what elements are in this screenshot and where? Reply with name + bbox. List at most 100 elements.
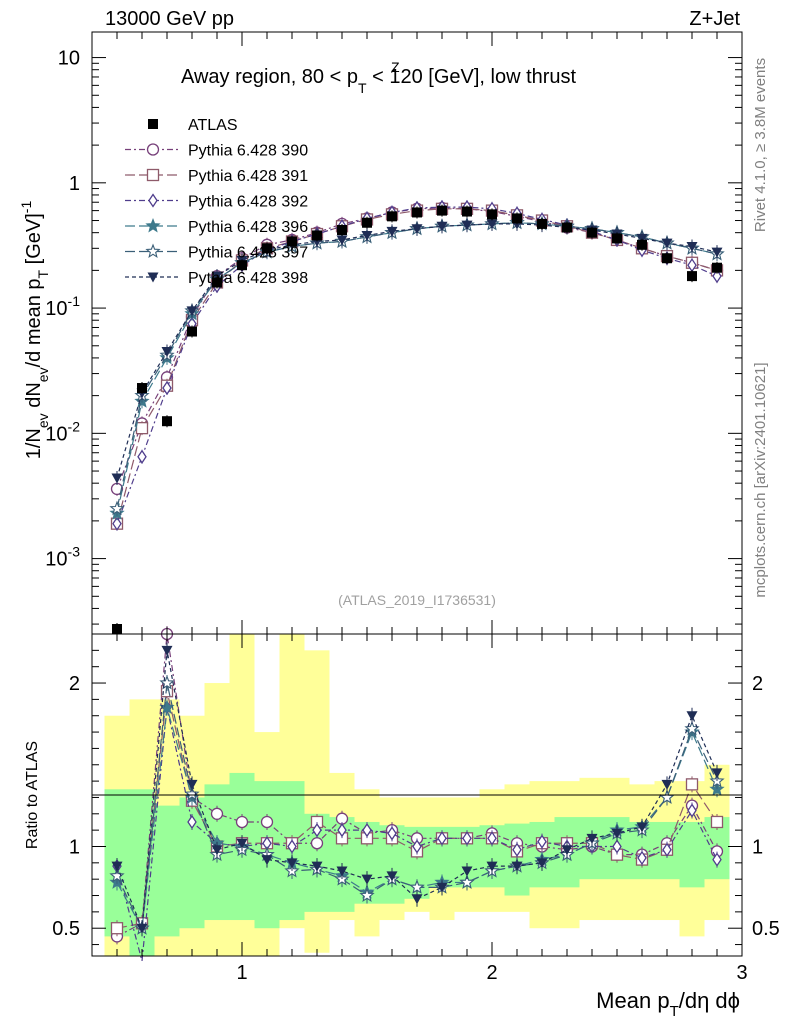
ratio-point bbox=[186, 779, 198, 790]
data-point bbox=[135, 421, 149, 435]
xlabel: Mean pT/dη dϕ bbox=[596, 988, 740, 1020]
atlas-point bbox=[187, 326, 197, 337]
ratio-point bbox=[310, 837, 324, 850]
atlas-point bbox=[337, 225, 347, 236]
ratio-point bbox=[159, 674, 175, 690]
series-line bbox=[116, 222, 718, 514]
atlas-point bbox=[662, 253, 672, 264]
data-point bbox=[336, 235, 348, 246]
data-point bbox=[486, 219, 498, 230]
legend-label: Pythia 6.428 390 bbox=[188, 143, 308, 160]
ratio-point bbox=[461, 866, 473, 877]
atlas-point bbox=[412, 207, 422, 218]
ratio-point bbox=[337, 822, 347, 838]
data-point bbox=[161, 347, 173, 358]
legend: ATLAS Pythia 6.428 390 Pythia 6.428 391 Pyt… bbox=[125, 117, 308, 287]
ratio-point bbox=[411, 894, 423, 905]
atlas-point bbox=[387, 211, 397, 222]
ratio-point bbox=[161, 645, 173, 656]
analysis-watermark: (ATLAS_2019_I1736531) bbox=[338, 592, 496, 608]
plot-title: Away region, 80 < pT < 120 [GeV], low th… bbox=[181, 66, 577, 96]
ratio-point bbox=[109, 867, 125, 883]
data-point bbox=[436, 221, 448, 232]
band-inner bbox=[154, 805, 180, 937]
atlas-point bbox=[712, 262, 722, 273]
header-right: Z+Jet bbox=[689, 8, 740, 30]
mcplots-label: mcplots.cern.ch [arXiv:2401.10621] bbox=[752, 362, 769, 597]
ratio-point bbox=[210, 807, 224, 820]
atlas-point bbox=[212, 277, 222, 288]
atlas-point bbox=[687, 271, 697, 282]
x-tick-label: 3 bbox=[736, 962, 747, 984]
y-tick-label: 10-3 bbox=[45, 544, 80, 571]
ratio-point bbox=[111, 861, 123, 872]
ratio-point bbox=[459, 874, 475, 889]
ratio-point bbox=[211, 845, 223, 856]
ratio-point bbox=[685, 778, 699, 791]
legend-marker bbox=[148, 193, 158, 208]
ratio-point bbox=[362, 822, 372, 838]
ratio-point bbox=[361, 874, 373, 885]
ratio-point bbox=[637, 850, 647, 866]
legend-label: Pythia 6.428 397 bbox=[188, 245, 308, 262]
ratio-point bbox=[387, 826, 397, 841]
ratio-point bbox=[536, 858, 548, 869]
ratio-tick-label-right: 0.5 bbox=[752, 918, 780, 940]
atlas-point bbox=[312, 230, 322, 241]
atlas-point bbox=[237, 260, 247, 271]
ratio-point bbox=[687, 803, 697, 818]
atlas-point bbox=[612, 233, 622, 244]
ratio-point bbox=[462, 831, 472, 846]
data-point bbox=[386, 226, 398, 237]
ratio-point bbox=[311, 861, 323, 872]
ratio-point bbox=[110, 922, 124, 935]
data-point bbox=[186, 306, 198, 317]
legend-marker bbox=[145, 243, 161, 259]
ratio-point bbox=[437, 831, 447, 846]
ratio-tick-label-right: 2 bbox=[752, 673, 763, 695]
ratio-point bbox=[711, 768, 723, 779]
data-point bbox=[137, 449, 147, 464]
series-line bbox=[116, 222, 718, 509]
ratio-tick-label-left: 1 bbox=[69, 836, 80, 858]
ratio-point bbox=[287, 839, 297, 854]
data-point bbox=[162, 380, 172, 396]
y-tick-label: 1 bbox=[69, 173, 80, 195]
ratio-point bbox=[661, 779, 673, 790]
ratio-point bbox=[662, 842, 672, 857]
ratio-point bbox=[235, 815, 249, 829]
ratio-point bbox=[386, 871, 398, 882]
legend-label: Pythia 6.428 398 bbox=[188, 270, 308, 287]
atlas-point bbox=[512, 213, 522, 224]
y-tick-label: 10 bbox=[58, 48, 80, 70]
atlas-point bbox=[462, 206, 472, 217]
y-tick-label: 10-1 bbox=[45, 293, 80, 320]
ratio-point bbox=[187, 814, 197, 830]
ratio-point bbox=[184, 786, 200, 801]
atlas-point bbox=[637, 239, 647, 250]
data-point bbox=[686, 242, 698, 253]
x-tick-label: 1 bbox=[236, 962, 247, 984]
data-point bbox=[411, 224, 423, 235]
data-point bbox=[111, 473, 123, 484]
ratio-tick-label-left: 2 bbox=[69, 673, 80, 695]
legend-label: ATLAS bbox=[188, 117, 238, 134]
ratio-point bbox=[511, 861, 523, 872]
main-ylabel: 1/Nev dNev/d mean pT [GeV]-1 bbox=[18, 201, 51, 460]
ratio-point bbox=[261, 855, 273, 866]
atlas-point bbox=[162, 416, 172, 427]
ratio-point bbox=[312, 822, 322, 838]
rivet-label: Rivet 4.1.0, ≥ 3.8M events bbox=[752, 58, 769, 232]
ratio-point bbox=[359, 887, 375, 903]
ratio-point bbox=[260, 815, 274, 829]
atlas-point bbox=[437, 205, 447, 216]
atlas-point bbox=[587, 227, 597, 238]
ratio-tick-label-right: 1 bbox=[752, 836, 763, 858]
series-line bbox=[116, 223, 718, 479]
legend-marker bbox=[147, 272, 159, 283]
data-point bbox=[712, 268, 722, 284]
ratio-point bbox=[686, 711, 698, 722]
data-point bbox=[711, 247, 723, 258]
